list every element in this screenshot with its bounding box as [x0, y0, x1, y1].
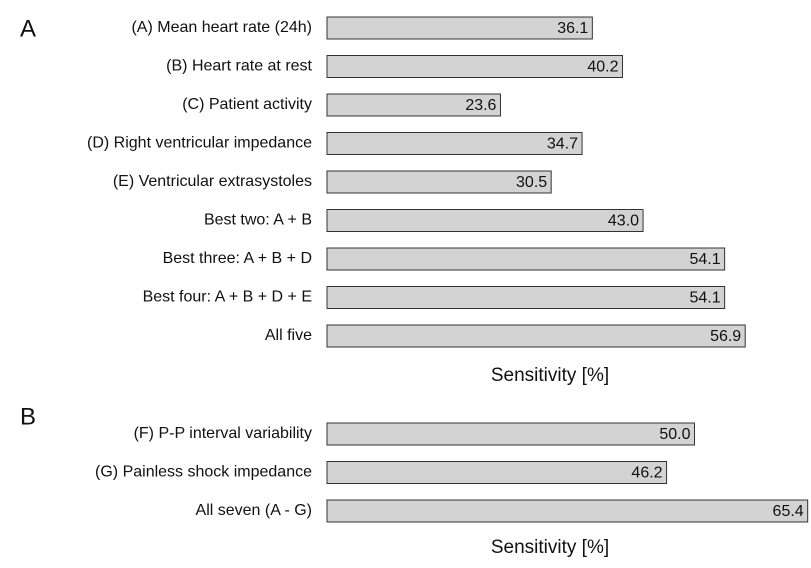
value-label: 40.2 [587, 59, 618, 76]
bar [326, 55, 623, 78]
bar [326, 132, 583, 155]
category-label: (C) Patient activity [182, 96, 312, 113]
category-label: (F) P-P interval variability [134, 425, 312, 442]
bar [326, 324, 746, 348]
value-label: 54.1 [689, 290, 720, 307]
category-label: All five [265, 327, 312, 344]
value-label: 46.2 [631, 465, 662, 482]
panel-label: A [20, 15, 36, 42]
category-label: (A) Mean heart rate (24h) [131, 19, 312, 36]
bar [326, 247, 726, 271]
value-label: 65.4 [773, 503, 804, 520]
bar [326, 286, 726, 309]
category-label: (E) Ventricular extrasystoles [113, 173, 312, 190]
value-label: 34.7 [547, 136, 578, 153]
bar [326, 499, 809, 523]
axis-label: Sensitivity [%] [491, 365, 609, 386]
value-label: 43.0 [608, 213, 639, 230]
category-label: Best two: A + B [204, 212, 312, 229]
bar [326, 422, 695, 446]
value-label: 56.9 [710, 328, 741, 345]
value-label: 36.1 [557, 20, 588, 37]
bar [326, 209, 644, 232]
bar [326, 16, 593, 40]
value-label: 50.0 [659, 426, 690, 443]
bar [326, 461, 668, 484]
category-label: All seven (A - G) [196, 502, 312, 519]
category-label: (B) Heart rate at rest [166, 58, 312, 75]
value-label: 23.6 [465, 97, 496, 114]
axis-label: Sensitivity [%] [491, 537, 609, 558]
category-label: Best three: A + B + D [163, 250, 312, 267]
category-label: Best four: A + B + D + E [143, 289, 312, 306]
category-label: (G) Painless shock impedance [95, 464, 312, 481]
panel-label: B [20, 403, 36, 430]
bar [326, 170, 552, 194]
value-label: 30.5 [516, 174, 547, 191]
value-label: 54.1 [689, 251, 720, 268]
bar [326, 93, 501, 117]
category-label: (D) Right ventricular impedance [87, 135, 312, 152]
